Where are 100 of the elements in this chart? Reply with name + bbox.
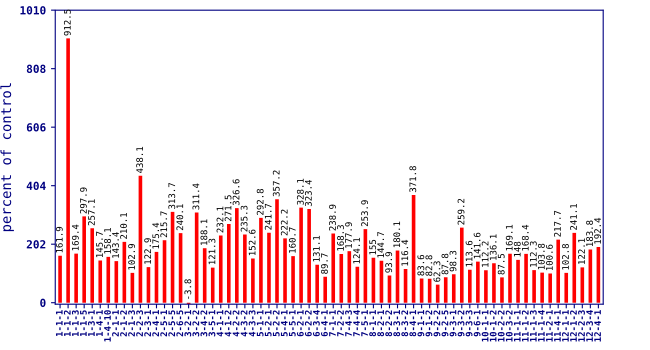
bar xyxy=(275,199,279,303)
x-tick-label: 10-1-2 xyxy=(490,310,497,342)
bar xyxy=(364,229,368,303)
bar xyxy=(130,272,134,303)
data-label: 180.1 xyxy=(393,222,400,248)
bar xyxy=(90,228,94,303)
data-label: 259.2 xyxy=(458,198,464,225)
x-tick-label: 2-5-5 xyxy=(168,310,176,336)
y-tick-label: 606 xyxy=(26,123,46,132)
y-tick-label: 404 xyxy=(26,182,46,190)
bar xyxy=(348,251,352,303)
x-tick-label: 12-4-1 xyxy=(594,310,601,342)
x-tick-label: 11-1-3 xyxy=(530,310,537,342)
data-label: 103.8 xyxy=(538,244,545,270)
y-tick-label: 202 xyxy=(26,240,46,249)
x-tick-label: 9-2-2 xyxy=(433,310,440,336)
bar xyxy=(436,284,440,303)
bar xyxy=(404,268,408,303)
bar xyxy=(74,254,78,303)
bar xyxy=(388,276,392,303)
x-tick-label: 1-4-1 xyxy=(96,310,103,336)
bar xyxy=(82,216,86,303)
bar xyxy=(259,218,263,303)
data-label: 438.1 xyxy=(136,146,144,174)
bar xyxy=(315,264,319,303)
bar xyxy=(98,260,102,303)
x-tick-label: 2-1-1 xyxy=(112,310,119,336)
x-tick-label: 2-3-1 xyxy=(144,310,152,336)
data-label: 217.7 xyxy=(554,210,561,237)
x-tick-label: 6-2-2 xyxy=(304,310,312,336)
x-tick-label: 8-3-1 xyxy=(393,310,400,336)
bar xyxy=(452,274,456,303)
data-label: 116.4 xyxy=(401,240,408,266)
data-label: 175.4 xyxy=(152,222,160,248)
x-tick-label: 10-1-1 xyxy=(482,310,489,342)
x-tick-label: 4-3-2 xyxy=(240,310,248,336)
y-tick-label: 808 xyxy=(26,64,46,74)
bar xyxy=(500,277,504,303)
bar xyxy=(588,249,592,303)
data-label: 112.2 xyxy=(482,241,488,267)
bar xyxy=(596,246,600,303)
bar xyxy=(556,240,560,303)
bar xyxy=(194,212,198,303)
data-label: 177.9 xyxy=(345,222,352,248)
data-label: 155 xyxy=(369,240,376,254)
x-tick-label: 8-4-1 xyxy=(409,310,416,336)
data-label: 271.5 xyxy=(224,195,232,222)
bar xyxy=(66,38,70,303)
x-tick-label: 7-5-1 xyxy=(361,310,368,336)
bar xyxy=(339,254,344,303)
bar xyxy=(202,248,206,303)
bar xyxy=(396,250,400,303)
bar xyxy=(572,232,576,303)
data-label: 93.9 xyxy=(385,252,392,273)
bar xyxy=(476,262,480,303)
data-label: 87.8 xyxy=(442,254,448,274)
data-label: 98.3 xyxy=(450,250,456,272)
data-label: 912.5 xyxy=(64,10,71,36)
data-label: 148 xyxy=(514,242,521,256)
data-label: 89.7 xyxy=(321,253,328,274)
bar xyxy=(484,270,488,303)
data-label: 183.8 xyxy=(586,220,593,246)
bar xyxy=(428,278,432,303)
x-tick-label: 5-1-1 xyxy=(256,310,264,336)
x-tick-label: 2-1-2 xyxy=(120,310,127,336)
data-label: 131.1 xyxy=(312,236,320,262)
x-tick-label: 2-6-5 xyxy=(176,310,184,336)
bar xyxy=(444,277,448,303)
data-label: 168.4 xyxy=(522,224,529,251)
bar xyxy=(580,267,584,303)
x-tick-label: 5-2-2 xyxy=(272,310,280,336)
bar xyxy=(524,254,528,303)
x-tick-label: 1-1-1 xyxy=(56,310,63,336)
data-label: 62.3 xyxy=(434,261,440,282)
x-tick-label: 11-1-4 xyxy=(538,310,545,342)
data-label: 311.4 xyxy=(192,183,200,210)
data-label: 222.2 xyxy=(280,210,288,236)
bar xyxy=(146,267,150,303)
data-label: 210.1 xyxy=(120,212,127,239)
x-tick-label: 9-2-5 xyxy=(442,310,448,336)
x-tick-label: 7-1-1 xyxy=(329,310,336,336)
x-tick-label: 8-2-1 xyxy=(377,310,384,336)
x-tick-label: 2-2-3 xyxy=(136,310,144,336)
bar xyxy=(564,272,568,303)
data-label: 122.1 xyxy=(578,238,585,264)
data-label: 192.4 xyxy=(594,218,602,244)
bar xyxy=(138,176,142,303)
data-label: 238.9 xyxy=(329,204,336,231)
data-label: 323.4 xyxy=(304,180,312,206)
x-tick-label: 2-5-1 xyxy=(160,310,168,336)
data-label: 241.1 xyxy=(570,204,577,230)
data-label: 257.1 xyxy=(88,199,95,226)
y-axis-title: percent of control xyxy=(0,83,14,232)
bar xyxy=(540,272,544,303)
bar xyxy=(516,260,520,303)
data-label: 141.6 xyxy=(474,232,481,258)
data-label: 113.6 xyxy=(466,240,472,266)
bar xyxy=(170,212,174,303)
y-tick-label: 1010 xyxy=(20,6,46,15)
bar xyxy=(122,242,126,303)
